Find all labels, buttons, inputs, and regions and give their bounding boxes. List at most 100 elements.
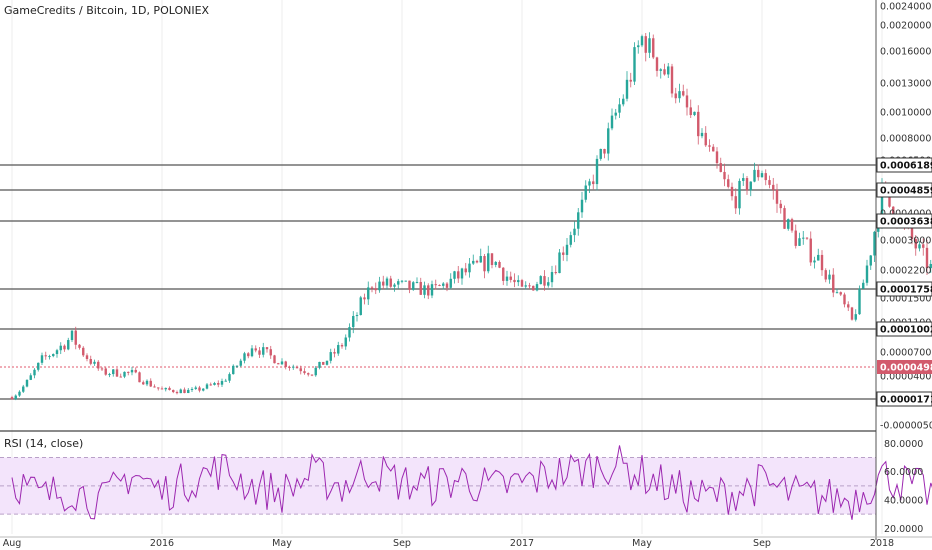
- candle-body[interactable]: [472, 260, 475, 264]
- candle-body[interactable]: [280, 361, 284, 365]
- candle-body[interactable]: [715, 151, 719, 164]
- candle-body[interactable]: [367, 287, 370, 300]
- candle-body[interactable]: [622, 98, 625, 105]
- candle-body[interactable]: [565, 244, 569, 255]
- candle-body[interactable]: [742, 178, 745, 181]
- candle-body[interactable]: [922, 244, 925, 248]
- candle-body[interactable]: [794, 230, 797, 246]
- candle-body[interactable]: [247, 353, 250, 357]
- candle-body[interactable]: [262, 347, 265, 355]
- candle-body[interactable]: [513, 279, 516, 283]
- candle-body[interactable]: [254, 348, 257, 351]
- candle-body[interactable]: [449, 278, 452, 288]
- candle-body[interactable]: [243, 353, 246, 361]
- candle-body[interactable]: [584, 185, 587, 200]
- candle-body[interactable]: [558, 252, 561, 274]
- candle-body[interactable]: [850, 307, 854, 320]
- candle-body[interactable]: [217, 382, 220, 385]
- candle-body[interactable]: [127, 371, 130, 373]
- candle-body[interactable]: [464, 268, 467, 273]
- candle-body[interactable]: [614, 112, 617, 116]
- candle-body[interactable]: [727, 179, 730, 187]
- candle-body[interactable]: [175, 392, 179, 394]
- candle-body[interactable]: [749, 181, 752, 191]
- candle-body[interactable]: [588, 181, 591, 186]
- candle-body[interactable]: [408, 280, 411, 290]
- candle-body[interactable]: [430, 284, 434, 296]
- candle-body[interactable]: [445, 283, 449, 288]
- candle-body[interactable]: [858, 288, 861, 315]
- candle-body[interactable]: [925, 247, 929, 269]
- candle-body[interactable]: [843, 294, 846, 305]
- candle-body[interactable]: [487, 253, 490, 272]
- candle-body[interactable]: [44, 355, 47, 357]
- candle-body[interactable]: [490, 253, 494, 265]
- candle-body[interactable]: [505, 276, 509, 281]
- candle-body[interactable]: [70, 330, 74, 341]
- candle-body[interactable]: [802, 237, 805, 239]
- candle-body[interactable]: [783, 208, 786, 229]
- candle-body[interactable]: [183, 389, 186, 394]
- horizontal-levels[interactable]: [0, 164, 876, 400]
- candle-body[interactable]: [700, 132, 704, 137]
- candle-body[interactable]: [520, 280, 524, 287]
- candle-body[interactable]: [265, 347, 269, 350]
- candle-body[interactable]: [82, 347, 85, 356]
- candle-body[interactable]: [235, 365, 239, 367]
- candle-body[interactable]: [483, 256, 486, 272]
- candle-body[interactable]: [295, 366, 299, 369]
- candle-body[interactable]: [854, 314, 857, 320]
- candle-body[interactable]: [607, 128, 610, 154]
- candle-body[interactable]: [869, 255, 872, 266]
- candle-body[interactable]: [299, 368, 302, 372]
- candle-body[interactable]: [629, 79, 632, 82]
- candle-body[interactable]: [48, 356, 51, 358]
- candle-body[interactable]: [809, 238, 812, 263]
- candle-body[interactable]: [389, 278, 392, 287]
- candle-body[interactable]: [40, 355, 44, 363]
- candle-body[interactable]: [220, 381, 224, 385]
- candle-body[interactable]: [153, 386, 156, 388]
- candle-body[interactable]: [704, 132, 707, 146]
- candle-body[interactable]: [468, 263, 471, 273]
- candle-body[interactable]: [115, 369, 119, 377]
- candle-body[interactable]: [378, 281, 381, 291]
- candle-body[interactable]: [359, 297, 362, 316]
- candle-body[interactable]: [393, 284, 396, 287]
- candle-body[interactable]: [494, 261, 497, 265]
- candle-body[interactable]: [307, 373, 310, 375]
- candle-body[interactable]: [322, 361, 325, 365]
- candle-body[interactable]: [29, 375, 32, 380]
- candle-body[interactable]: [644, 36, 647, 53]
- candle-body[interactable]: [202, 388, 205, 391]
- candle-body[interactable]: [817, 254, 820, 261]
- candle-body[interactable]: [104, 368, 107, 375]
- candle-body[interactable]: [337, 345, 340, 354]
- candle-body[interactable]: [37, 362, 40, 370]
- candle-body[interactable]: [813, 260, 816, 263]
- candle-body[interactable]: [168, 387, 171, 390]
- candle-body[interactable]: [397, 281, 400, 285]
- candle-body[interactable]: [599, 148, 602, 159]
- candle-body[interactable]: [610, 115, 614, 129]
- candle-body[interactable]: [269, 349, 272, 356]
- candle-body[interactable]: [179, 389, 182, 394]
- candle-body[interactable]: [888, 189, 891, 207]
- candle-body[interactable]: [603, 148, 606, 154]
- candle-body[interactable]: [667, 66, 670, 75]
- candle-body[interactable]: [228, 374, 231, 381]
- candle-body[interactable]: [434, 284, 437, 286]
- candle-body[interactable]: [164, 387, 167, 390]
- candle-body[interactable]: [929, 263, 932, 269]
- candle-body[interactable]: [277, 363, 280, 365]
- candle-body[interactable]: [528, 285, 531, 287]
- candle-body[interactable]: [310, 374, 314, 376]
- candle-body[interactable]: [693, 111, 696, 116]
- candle-body[interactable]: [363, 297, 366, 300]
- candle-body[interactable]: [730, 186, 734, 197]
- candle-body[interactable]: [442, 283, 445, 286]
- candle-body[interactable]: [678, 91, 681, 99]
- candle-body[interactable]: [618, 104, 621, 113]
- candle-body[interactable]: [580, 199, 584, 213]
